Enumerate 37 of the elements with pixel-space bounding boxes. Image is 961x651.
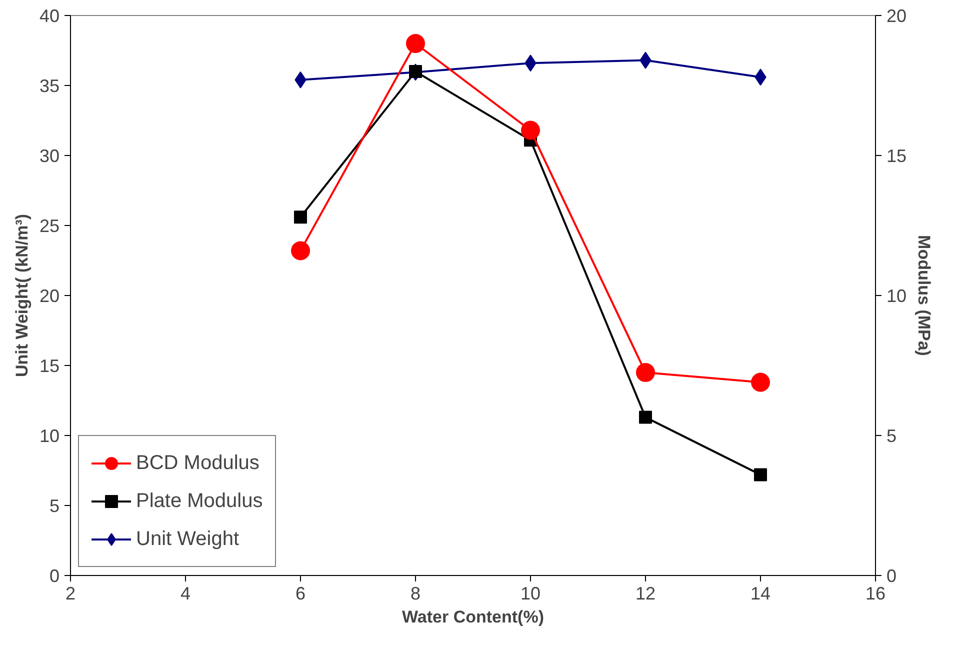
x-tick-label: 8 <box>410 584 421 604</box>
x-tick-label: 10 <box>520 584 541 604</box>
y2-tick-label: 0 <box>886 566 897 586</box>
x-tick-label: 12 <box>635 584 656 604</box>
point <box>639 410 652 424</box>
y-tick-label: 20 <box>39 286 60 306</box>
point <box>521 120 540 140</box>
point <box>291 241 310 260</box>
x-axis-title: Water Content(%) <box>402 608 544 626</box>
point <box>406 34 425 53</box>
y-tick-label: 40 <box>39 6 60 26</box>
y-tick-label: 15 <box>39 356 60 376</box>
y-tick-label: 10 <box>39 426 60 446</box>
x-tick-label: 4 <box>180 584 191 604</box>
y-tick-label: 30 <box>39 146 60 166</box>
point <box>636 363 655 382</box>
point <box>409 65 422 78</box>
legend-label: BCD Modulus <box>136 452 260 474</box>
y-axis-title: Unit Weight( (kN/m³) <box>12 214 32 378</box>
legend-label: Plate Modulus <box>136 490 263 512</box>
y2-tick-label: 15 <box>886 146 907 166</box>
x-tick-label: 6 <box>295 584 306 604</box>
y-tick-label: 25 <box>39 216 60 236</box>
x-tick-label: 2 <box>65 584 76 604</box>
y2-tick-label: 10 <box>886 286 907 306</box>
y-tick-label: 35 <box>39 76 60 96</box>
point <box>754 468 767 482</box>
point <box>751 372 770 392</box>
x-tick-label: 14 <box>750 584 771 604</box>
y-tick-label: 0 <box>49 566 60 586</box>
x-tick-label: 16 <box>865 584 886 604</box>
y2-tick-label: 5 <box>886 426 897 446</box>
point <box>294 210 307 224</box>
y2-tick-label: 20 <box>886 6 907 26</box>
y-tick-label: 5 <box>49 496 60 516</box>
y2-axis-title: Modulus (MPa) <box>914 235 934 356</box>
legend-label: Unit Weight <box>136 528 240 550</box>
